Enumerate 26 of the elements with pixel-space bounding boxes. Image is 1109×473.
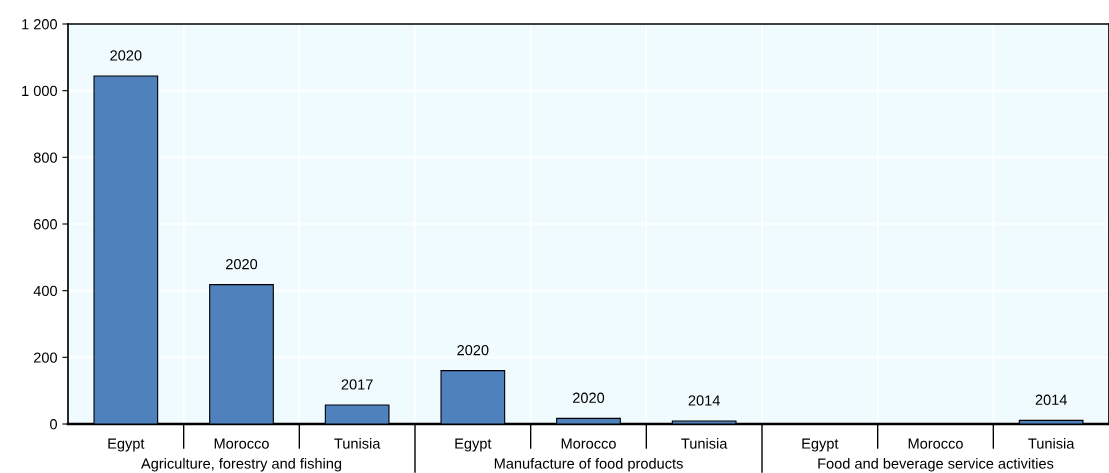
text: Food and beverage service activities (818, 458, 1054, 472)
y-tick-label: 0 (50, 419, 58, 430)
annotation: 2014 (688, 395, 720, 406)
y-tick-label: 600 (33, 219, 58, 230)
x-tick-label: Morocco (561, 438, 616, 449)
text: Manufacture of food products (494, 458, 683, 472)
y-tick-label: 400 (33, 285, 58, 297)
y-tick-label: 200 (33, 352, 58, 363)
x-tick-label: Egypt (108, 438, 145, 452)
annotation: 2017 (341, 379, 373, 390)
x-tick-label: Tunisia (681, 438, 728, 449)
annotation: 2020 (226, 258, 258, 270)
annotation: 2020 (573, 392, 605, 403)
x-tick-label: Egypt (802, 438, 839, 452)
annotation: 2020 (457, 344, 489, 356)
x-tick-label: Tunisia (334, 438, 381, 449)
annotation: 2014 (1035, 394, 1067, 405)
y-tick-label: 1 200 (22, 19, 58, 30)
x-tick-label: Morocco (908, 438, 963, 449)
text: Agriculture, forestry and fishing (141, 458, 342, 472)
y-tick-label: 1 000 (22, 85, 58, 97)
y-tick-label: 800 (33, 152, 58, 163)
x-tick-label: Tunisia (1028, 438, 1075, 449)
annotation: 2020 (110, 50, 142, 61)
x-tick-label: Egypt (455, 438, 492, 452)
x-tick-label: Morocco (214, 438, 269, 449)
